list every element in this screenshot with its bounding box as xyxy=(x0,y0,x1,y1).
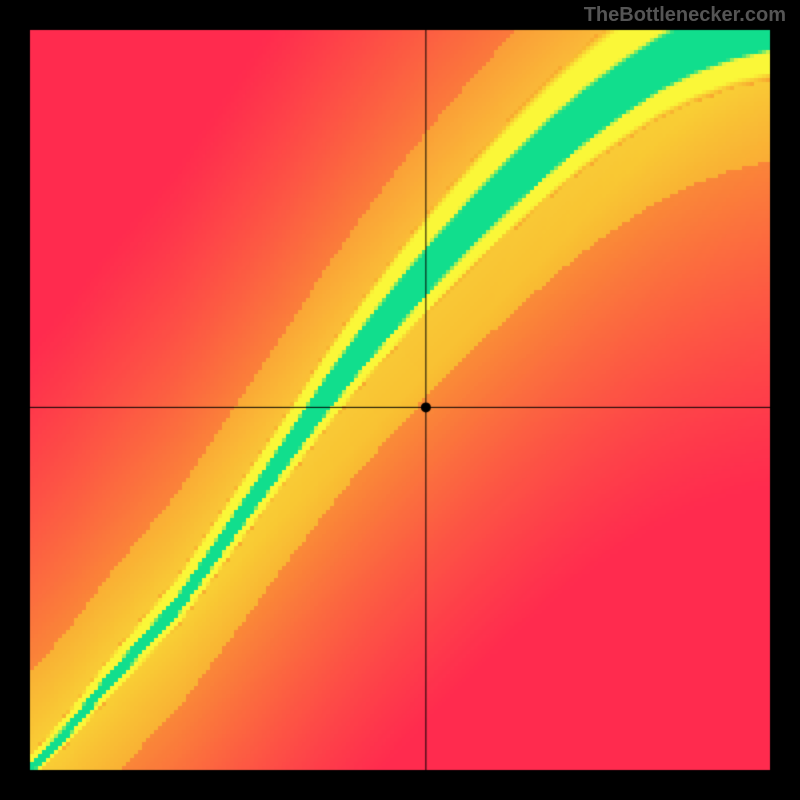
heatmap-canvas xyxy=(0,0,800,800)
chart-container: TheBottlenecker.com xyxy=(0,0,800,800)
watermark-text: TheBottlenecker.com xyxy=(584,4,786,27)
